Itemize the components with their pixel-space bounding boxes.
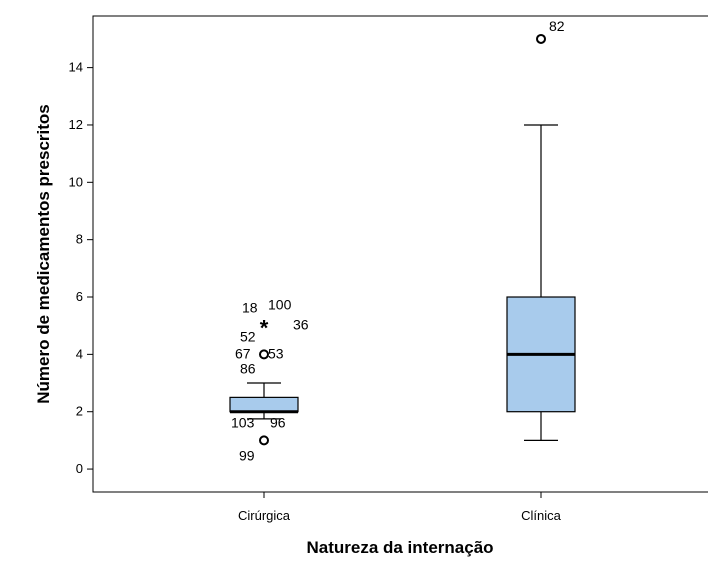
y-tick-label-14: 14 <box>69 60 83 75</box>
box <box>229 396 299 413</box>
outlier-label: 99 <box>239 447 255 463</box>
outlier-label: 36 <box>293 317 309 333</box>
outlier-label: 53 <box>268 345 284 361</box>
y-tick-label-2: 2 <box>76 404 83 419</box>
outlier-label: 82 <box>549 18 565 34</box>
y-tick-label-8: 8 <box>76 232 83 247</box>
outlier-point <box>536 33 546 44</box>
x-tick-label-0: Cirúrgica <box>238 508 291 523</box>
y-tick-label-10: 10 <box>69 174 83 189</box>
outlier-label: 18 <box>242 300 258 316</box>
outlier-point <box>259 435 269 446</box>
box-group-1: 82 <box>506 18 576 441</box>
outlier-label: 103 <box>231 414 255 430</box>
outlier-label: 52 <box>240 328 256 344</box>
y-tick-label-4: 4 <box>76 346 83 361</box>
y-axis-label: Número de medicamentos prescritos <box>34 104 53 403</box>
y-tick-label-6: 6 <box>76 289 83 304</box>
x-axis-label: Natureza da internação <box>306 538 493 557</box>
y-tick-label-0: 0 <box>76 461 83 476</box>
y-axis: 0 2 4 6 8 10 12 14 <box>69 60 93 476</box>
x-tick-label-1: Clínica <box>521 508 562 523</box>
outlier-star: * <box>260 316 269 341</box>
x-axis: Cirúrgica Clínica <box>238 492 562 523</box>
outlier-label: 67 <box>235 345 251 361</box>
plot-frame <box>92 15 708 493</box>
outlier-label: 100 <box>268 297 292 313</box>
outlier-label: 86 <box>240 360 256 376</box>
outlier-point <box>259 349 269 360</box>
y-tick-label-12: 12 <box>69 117 83 132</box>
outlier-label: 96 <box>270 414 286 430</box>
